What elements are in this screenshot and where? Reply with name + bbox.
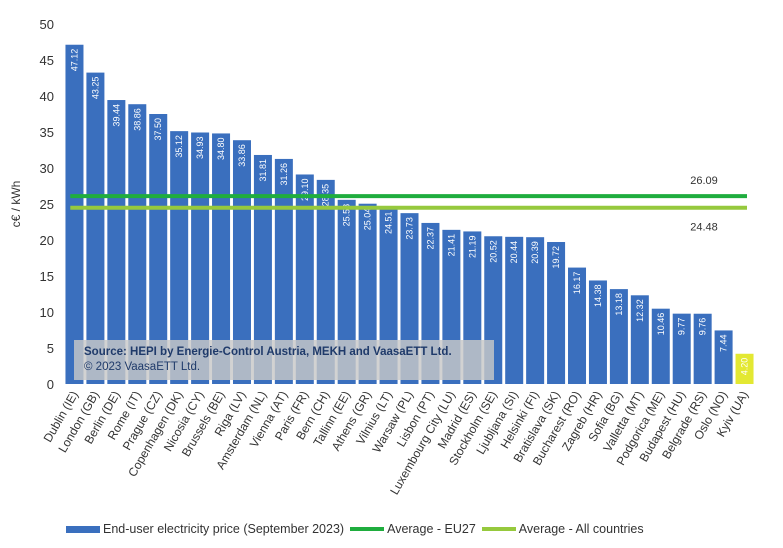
- bar: [316, 179, 335, 384]
- bar-value-label: 25.04: [363, 208, 373, 231]
- y-tick-label: 40: [40, 89, 54, 104]
- average-lines: 26.09 24.48: [70, 175, 747, 234]
- y-tick-label: 50: [40, 17, 54, 32]
- bar: [274, 158, 293, 384]
- bar-value-label: 20.52: [488, 240, 498, 263]
- bar: [107, 100, 126, 385]
- y-tick-label: 15: [40, 269, 54, 284]
- bar: [588, 280, 607, 384]
- y-tick-label: 30: [40, 161, 54, 176]
- bar: [337, 199, 356, 384]
- bar-value-label: 33.86: [237, 144, 247, 167]
- bar: [672, 313, 691, 384]
- y-tick-label: 35: [40, 125, 54, 140]
- source-note: Source: HEPI by Energie-Control Austria,…: [74, 340, 494, 380]
- bar-value-label: 12.32: [635, 299, 645, 322]
- bar-value-label: 13.18: [614, 293, 624, 316]
- source-title: Source: HEPI by Energie-Control Austria,…: [84, 346, 452, 358]
- bar: [505, 236, 524, 384]
- bar: [526, 237, 545, 384]
- bar: [65, 44, 84, 385]
- bar-value-label: 20.39: [530, 241, 540, 264]
- bar-value-label: 16.17: [572, 272, 582, 295]
- bar-value-label: 43.25: [90, 77, 100, 100]
- legend-swatch-bars: [66, 525, 100, 533]
- legend-swatch-eu27: [350, 527, 385, 531]
- y-tick-label: 10: [40, 305, 54, 320]
- legend-label-eu27: Average - EU27: [387, 522, 476, 536]
- bar-value-label: 4.20: [740, 358, 750, 376]
- bar: [630, 295, 649, 384]
- bar-value-label: 19.72: [551, 246, 561, 269]
- bar: [295, 174, 314, 384]
- y-tick-label: 45: [40, 53, 54, 68]
- bar-value-label: 21.41: [446, 234, 456, 257]
- bar-value-label: 25.58: [342, 204, 352, 227]
- bar: [379, 207, 398, 384]
- bar: [128, 104, 147, 384]
- source-copyright: © 2023 VaasaETT Ltd.: [84, 361, 201, 373]
- bar: [735, 353, 754, 384]
- bar-value-label: 34.93: [195, 137, 205, 160]
- bar-value-label: 7.44: [719, 334, 729, 352]
- bar: [253, 154, 272, 384]
- bar-value-label: 31.81: [258, 159, 268, 182]
- bars: 47.12 43.25 39.44 38.86 37.50 35.12 34.93 34.80…: [65, 44, 754, 385]
- y-axis-label: c€ / kWh: [9, 181, 23, 228]
- legend-label-bars: End-user electricity price (September 20…: [103, 522, 345, 536]
- x-axis: Dublin (IE)London (GB)Berlin (DE)Rome (I…: [41, 388, 752, 497]
- bar-value-label: 21.19: [467, 235, 477, 258]
- bar-value-label: 9.76: [698, 318, 708, 336]
- y-tick-label: 0: [47, 377, 54, 392]
- y-axis: 0 5 10 15 20 25 30 35 40 45 50: [40, 17, 54, 392]
- bar: [609, 289, 628, 384]
- bar: [149, 114, 168, 384]
- legend-label-all: Average - All countries: [518, 522, 644, 536]
- y-tick-label: 5: [47, 341, 54, 356]
- bar-value-label: 39.44: [111, 104, 121, 127]
- bar-value-label: 29.10: [300, 178, 310, 201]
- bar: [651, 308, 670, 384]
- legend-item-all: Average - All countries: [481, 522, 644, 536]
- bar: [547, 242, 566, 384]
- y-tick-label: 25: [40, 197, 54, 212]
- bar-value-label: 23.73: [405, 217, 415, 240]
- bar: [358, 203, 377, 384]
- legend: End-user electricity price (September 20…: [66, 522, 650, 536]
- legend-item-bars: End-user electricity price (September 20…: [66, 522, 344, 536]
- average-label-eu27: 26.09: [690, 175, 718, 187]
- bar-value-label: 20.44: [509, 241, 519, 264]
- bar-value-label: 10.46: [656, 313, 666, 336]
- bar-value-label: 37.50: [153, 118, 163, 141]
- bar-value-label: 35.12: [174, 135, 184, 158]
- legend-item-eu27: Average - EU27: [350, 522, 476, 536]
- y-tick-label: 20: [40, 233, 54, 248]
- bar-value-label: 34.80: [216, 137, 226, 160]
- bar-value-label: 9.77: [677, 318, 687, 336]
- bar-value-label: 24.51: [384, 212, 394, 235]
- bar-value-label: 47.12: [69, 49, 79, 72]
- bar: [86, 72, 105, 384]
- bar: [568, 267, 587, 384]
- bar: [714, 330, 733, 384]
- bar-value-label: 38.86: [132, 108, 142, 131]
- average-label-all: 24.48: [690, 222, 718, 234]
- bar: [232, 140, 251, 384]
- bar: [693, 313, 712, 384]
- bar-value-label: 31.26: [279, 163, 289, 186]
- bar-value-label: 14.38: [593, 284, 603, 307]
- legend-swatch-all: [481, 527, 516, 531]
- bar-value-label: 22.37: [425, 227, 435, 250]
